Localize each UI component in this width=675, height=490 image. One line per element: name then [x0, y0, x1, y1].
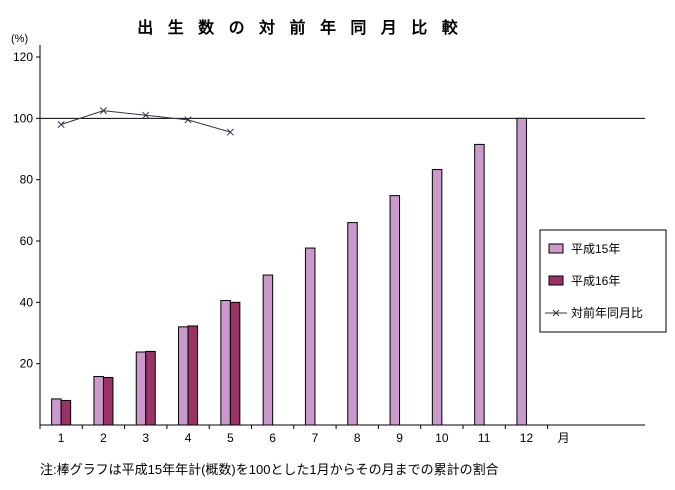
x-tick-label: 7 [312, 431, 319, 445]
y-tick-label: 40 [20, 295, 34, 309]
y-tick-label: 20 [20, 357, 34, 371]
x-tick-label: 1 [58, 431, 65, 445]
y-axis-unit-label: (%) [11, 33, 29, 45]
bar-series1-month-9 [389, 195, 401, 426]
bar-series1-month-12 [516, 117, 527, 426]
line-marker-x-month-5 [226, 128, 234, 136]
bar-series1-month-8 [347, 222, 358, 426]
bar-series1-month-5 [220, 299, 231, 426]
x-tick-label: 5 [227, 431, 234, 445]
yoy-line-series [60, 110, 231, 133]
bar-series1-month-4 [178, 326, 189, 426]
legend-label-1: 平成15年 [571, 242, 620, 256]
legend-label-2: 平成16年 [571, 274, 620, 288]
chart-title: 出 生 数 の 対 前 年 同 月 比 較 [137, 20, 463, 37]
line-marker-x-month-4 [184, 116, 192, 124]
x-tick-label: 3 [142, 431, 149, 445]
y-tick-label: 100 [13, 111, 33, 125]
y-tick-label: 60 [20, 234, 34, 248]
x-tick-label: 2 [100, 431, 107, 445]
bar-series1-month-10 [431, 169, 443, 426]
bar-series2-month-1 [60, 399, 72, 426]
bar-series1-month-1 [51, 398, 62, 426]
y-tick-label: 120 [13, 50, 33, 64]
bar-series2-month-4 [187, 325, 199, 426]
line-marker-x-month-2 [99, 107, 108, 115]
y-tick-label: 80 [20, 173, 34, 187]
x-axis-unit-label: 月 [558, 431, 570, 445]
legend-swatch-2 [548, 275, 564, 286]
legend-marker-x [552, 309, 560, 317]
bar-series2-month-3 [145, 350, 156, 426]
line-marker-x-month-1 [57, 120, 65, 129]
footnote: 注:棒グラフは平成15年年計(概数)を100とした1月からその月までの累計の割合 [40, 462, 499, 477]
line-marker-x-month-3 [142, 111, 150, 119]
x-tick-label: 12 [520, 431, 534, 445]
x-tick-label: 6 [269, 431, 276, 445]
x-tick-label: 4 [185, 431, 192, 445]
bar-series2-month-2 [102, 376, 114, 426]
x-tick-label: 8 [354, 431, 361, 445]
bar-series1-month-3 [135, 351, 147, 426]
x-tick-label: 11 [478, 431, 491, 445]
bar-series1-month-6 [262, 274, 274, 426]
x-tick-label: 9 [396, 431, 403, 445]
legend-label-3: 対前年同月比 [571, 305, 643, 320]
legend-swatch-1 [548, 243, 564, 254]
bar-series2-month-5 [229, 301, 241, 426]
bar-series1-month-7 [304, 247, 316, 426]
x-tick-label: 10 [435, 431, 449, 445]
bar-series1-month-11 [474, 143, 485, 426]
bar-series1-month-2 [93, 376, 104, 426]
